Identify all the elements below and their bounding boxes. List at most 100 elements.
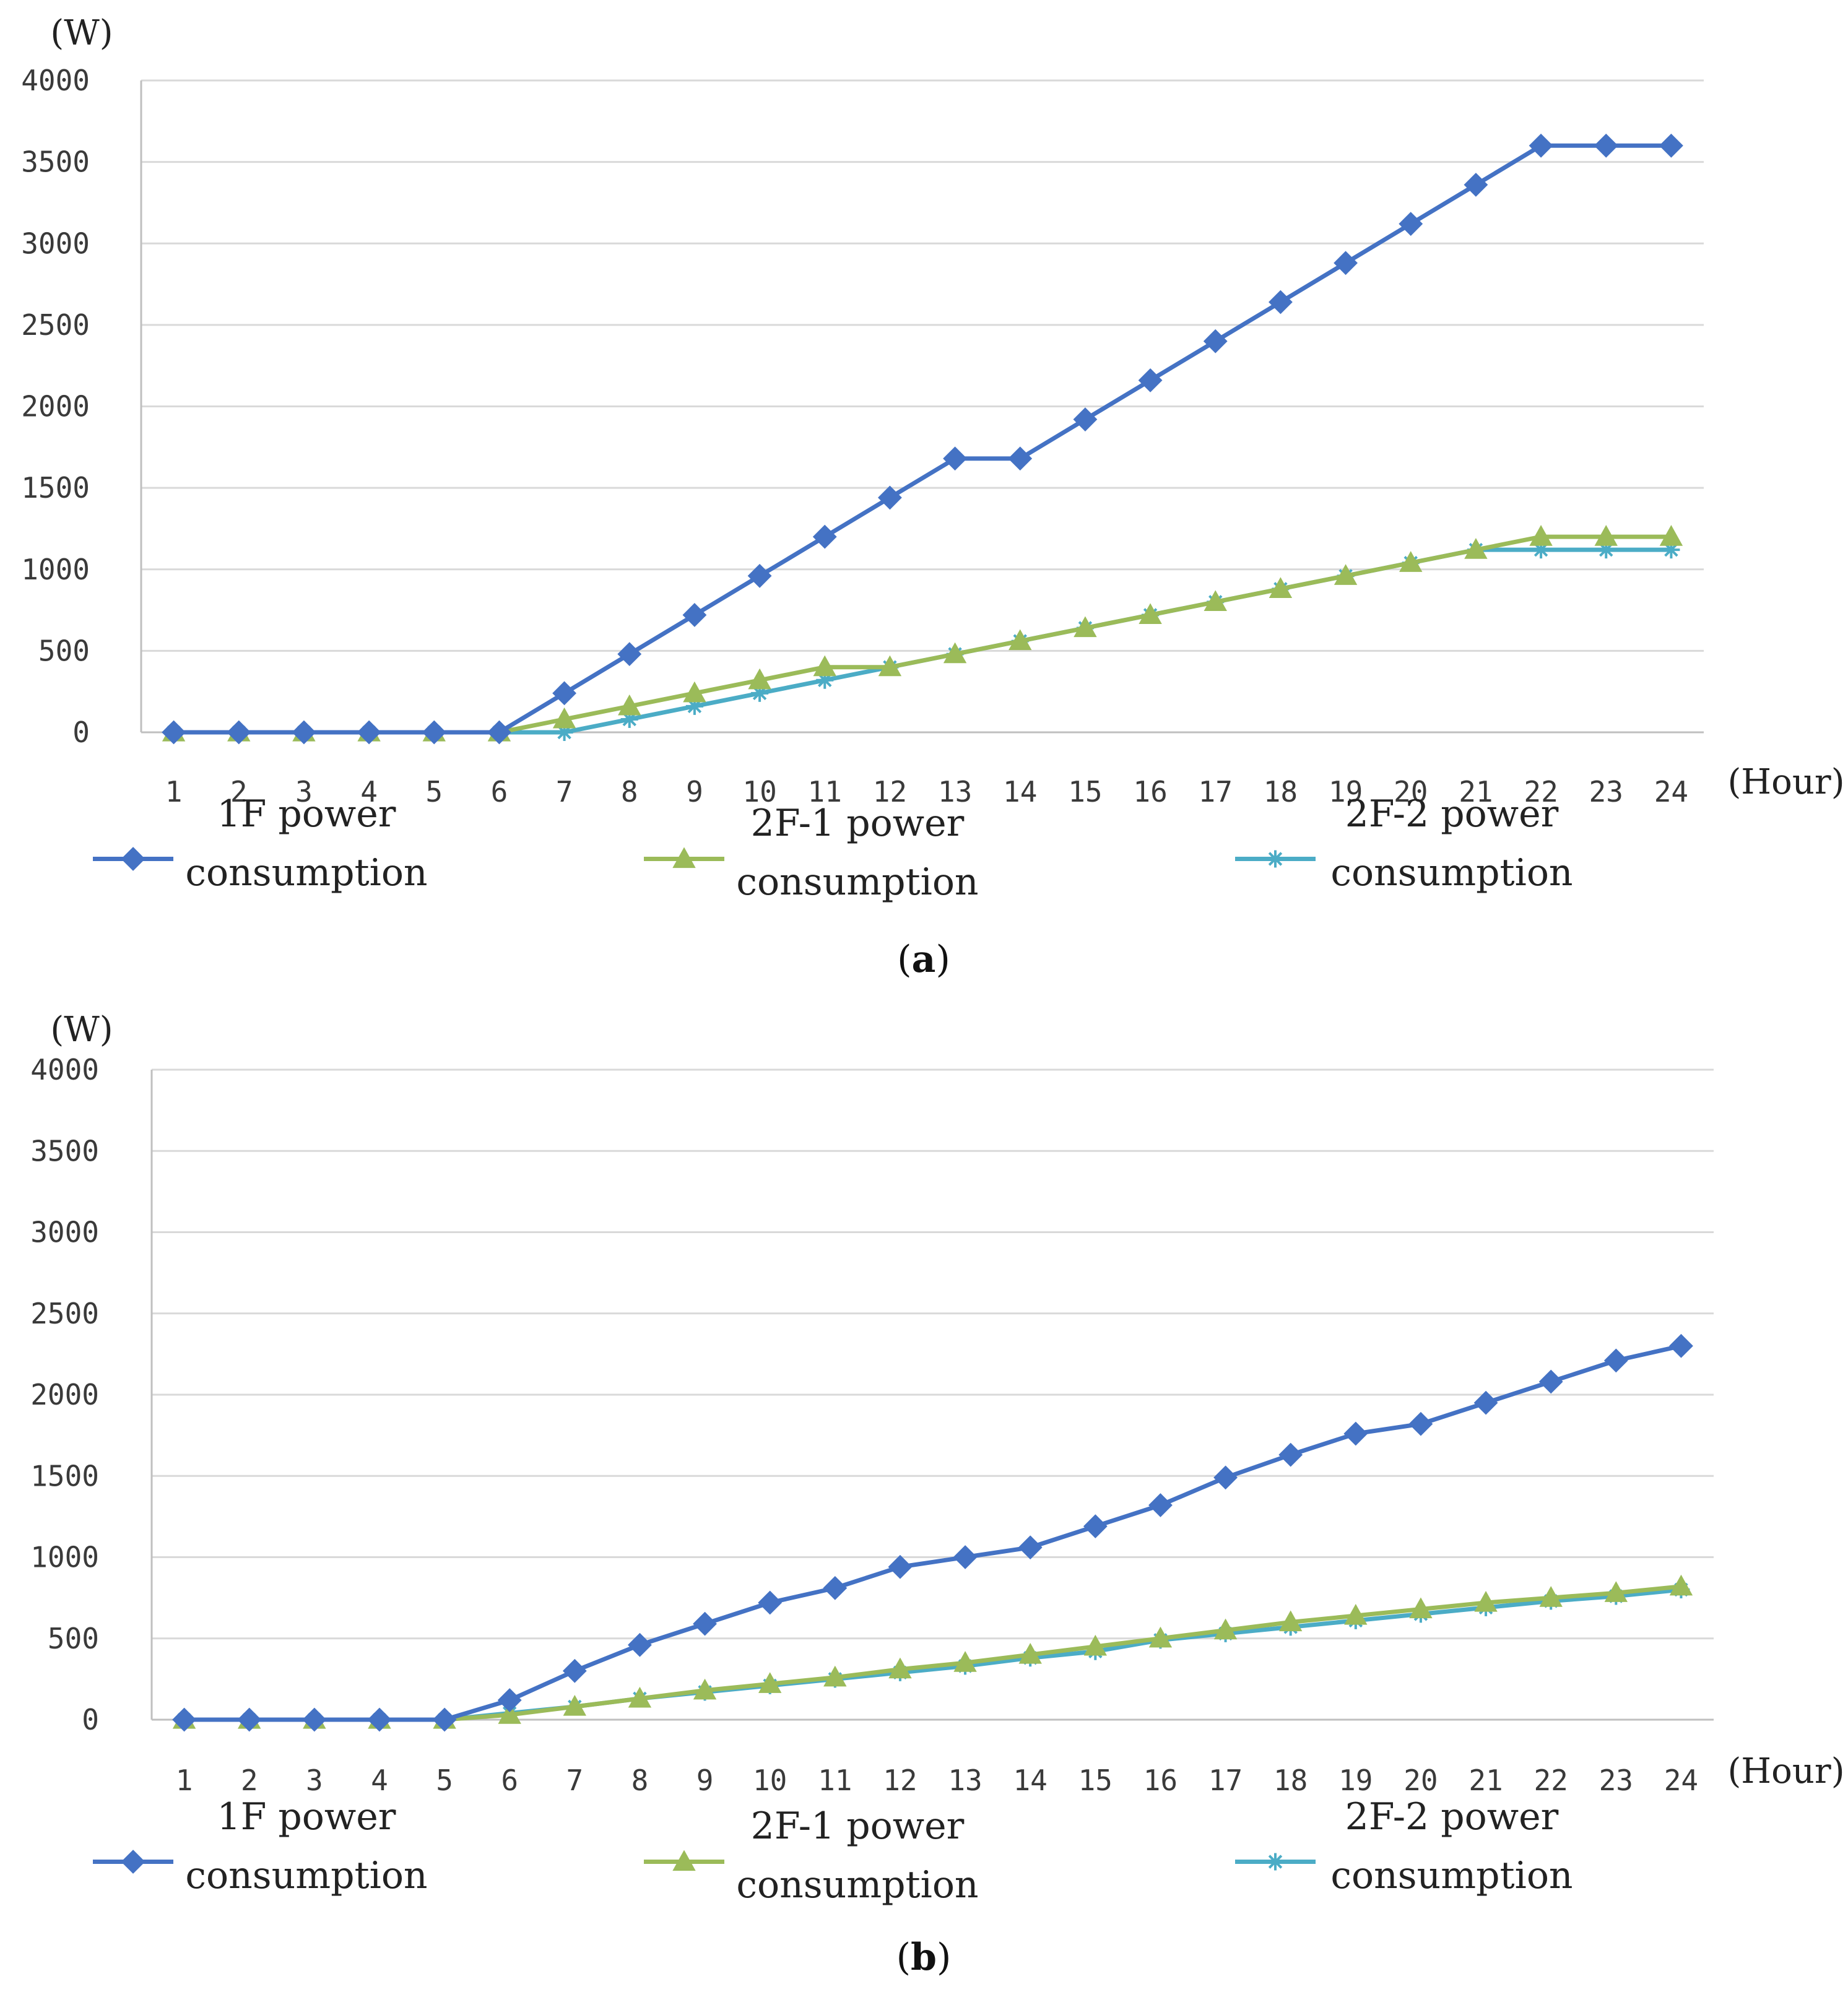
y-tick-label: 0 — [72, 716, 90, 749]
data-point-1 — [1474, 1590, 1498, 1612]
series-line-2 — [184, 1587, 1681, 1722]
y-tick-label: 4000 — [30, 1053, 99, 1086]
y-tick-label: 2500 — [30, 1297, 99, 1330]
data-point-0 — [682, 603, 707, 627]
data-point-1 — [1269, 577, 1293, 598]
legend-label-1-line2: consumption — [736, 1863, 978, 1907]
data-point-0 — [227, 720, 251, 745]
x-tick-label: 14 — [1013, 1764, 1047, 1797]
data-point-1 — [943, 642, 967, 664]
data-point-1 — [683, 681, 706, 703]
x-tick-label: 22 — [1524, 775, 1558, 808]
data-point-1 — [1539, 1586, 1563, 1607]
y-tick-label: 2500 — [21, 308, 90, 342]
x-tick-label: 18 — [1273, 1764, 1308, 1797]
x-tick-label: 9 — [686, 775, 703, 808]
data-point-1 — [1464, 538, 1488, 559]
x-tick-label: 17 — [1208, 1764, 1243, 1797]
legend-label-1-line2: consumption — [736, 860, 978, 904]
x-tick-label: 4 — [371, 1764, 388, 1797]
data-point-0 — [1018, 1535, 1043, 1560]
x-unit-label: (Hour) — [1727, 762, 1844, 802]
legend-label-0-line2: consumption — [185, 1854, 427, 1897]
data-point-1 — [1344, 1603, 1368, 1625]
x-tick-label: 11 — [818, 1764, 852, 1797]
data-point-0 — [888, 1554, 913, 1579]
x-tick-label: 5 — [425, 775, 443, 808]
data-point-0 — [487, 720, 511, 745]
data-point-0 — [628, 1632, 652, 1657]
data-point-1 — [1009, 629, 1032, 651]
x-tick-label: 10 — [753, 1764, 787, 1797]
y-tick-label: 1500 — [30, 1459, 99, 1492]
data-point-1 — [888, 1657, 912, 1679]
data-point-1 — [813, 655, 836, 677]
legend-marker-1 — [672, 847, 696, 869]
x-tick-label: 6 — [501, 1764, 518, 1797]
data-point-0 — [237, 1707, 262, 1732]
data-point-1 — [1213, 1618, 1238, 1640]
series-line-2 — [173, 547, 1672, 735]
caption-b: (b) — [896, 1936, 952, 1979]
data-point-1 — [758, 1672, 782, 1693]
data-point-0 — [357, 720, 381, 745]
legend-label-1-line1: 2F-1 power — [751, 802, 965, 845]
data-point-0 — [422, 720, 446, 745]
data-point-0 — [1083, 1514, 1108, 1539]
x-tick-label: 13 — [938, 775, 972, 808]
data-point-0 — [1073, 407, 1098, 431]
data-point-0 — [617, 642, 642, 667]
x-tick-label: 3 — [295, 775, 313, 808]
y-unit-label: (W) — [50, 1010, 113, 1050]
data-point-1 — [1148, 1626, 1173, 1648]
x-tick-label: 10 — [742, 775, 776, 808]
x-tick-label: 17 — [1199, 775, 1233, 808]
series-line-1 — [173, 534, 1672, 735]
data-point-0 — [1659, 133, 1683, 158]
series-line-1 — [184, 1584, 1681, 1722]
x-tick-label: 4 — [360, 775, 378, 808]
legend-marker-0 — [121, 847, 145, 871]
y-tick-label: 1500 — [21, 471, 90, 505]
data-point-0 — [693, 1611, 717, 1636]
y-tick-label: 3500 — [21, 145, 90, 179]
data-point-1 — [1204, 590, 1227, 611]
x-tick-label: 16 — [1133, 775, 1167, 808]
x-tick-label: 24 — [1654, 775, 1688, 808]
x-tick-label: 6 — [491, 775, 508, 808]
data-point-0 — [1278, 1442, 1303, 1467]
data-point-0 — [953, 1545, 978, 1569]
legend-label-2-line2: consumption — [1330, 851, 1573, 895]
y-tick-label: 500 — [38, 634, 90, 667]
x-tick-label: 12 — [873, 775, 907, 808]
x-tick-label: 20 — [1394, 775, 1428, 808]
legend-marker-2 — [1267, 1853, 1284, 1871]
y-unit-label: (W) — [50, 13, 113, 53]
data-point-0 — [1269, 290, 1293, 314]
data-point-0 — [302, 1707, 327, 1732]
x-tick-label: 9 — [696, 1764, 714, 1797]
legend-marker-2 — [1267, 850, 1284, 868]
data-point-0 — [497, 1688, 522, 1712]
legend-label-2-line1: 2F-2 power — [1345, 1795, 1559, 1839]
data-point-1 — [618, 694, 641, 716]
series-line-0 — [184, 1343, 1682, 1722]
y-tick-label: 1000 — [30, 1541, 99, 1574]
x-tick-label: 1 — [165, 775, 183, 808]
x-tick-label: 15 — [1078, 1764, 1113, 1797]
x-tick-label: 3 — [306, 1764, 323, 1797]
x-unit-label: (Hour) — [1727, 1751, 1844, 1791]
y-tick-label: 2000 — [30, 1378, 99, 1411]
y-tick-label: 500 — [48, 1622, 99, 1655]
data-point-0 — [1538, 1369, 1563, 1394]
x-tick-label: 12 — [883, 1764, 917, 1797]
data-point-0 — [1008, 446, 1033, 471]
legend-marker-1 — [672, 1850, 696, 1871]
data-point-0 — [1213, 1465, 1238, 1490]
data-point-0 — [432, 1707, 457, 1732]
y-tick-label: 0 — [82, 1703, 99, 1736]
data-point-1 — [1074, 616, 1097, 638]
